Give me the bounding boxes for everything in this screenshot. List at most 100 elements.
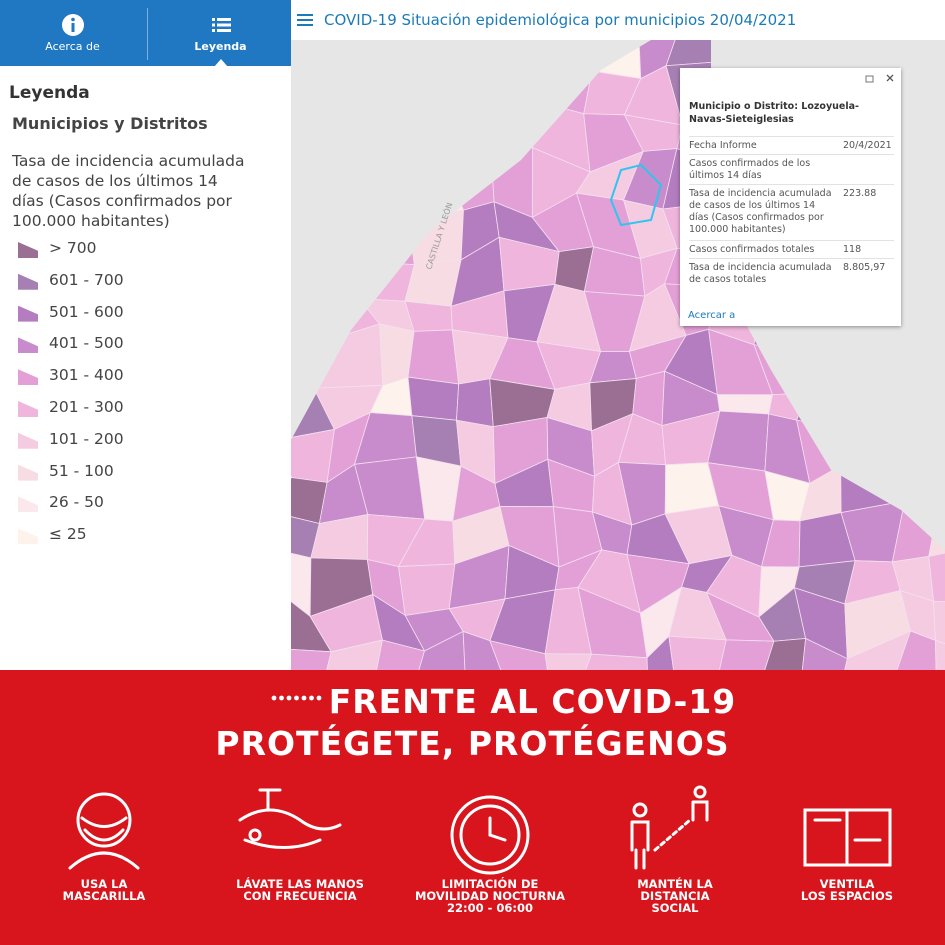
municipality[interactable] [933, 600, 945, 662]
municipality[interactable] [807, 332, 852, 394]
municipality[interactable] [462, 630, 512, 670]
legend-label: 26 - 50 [49, 493, 104, 512]
icon-caption: LIMITACIÓN DE MOVILIDAD NOCTURNA 22:00 - 0… [395, 878, 585, 914]
municipality[interactable] [367, 212, 415, 266]
municipality[interactable] [574, 653, 649, 670]
municipality[interactable] [291, 290, 315, 346]
municipality[interactable] [443, 85, 509, 130]
municipality[interactable] [938, 40, 945, 85]
municipality[interactable] [544, 653, 593, 670]
municipality[interactable] [894, 73, 945, 130]
popup-label: Tasa de incidencia acumulada de casos de… [689, 188, 832, 235]
municipality[interactable] [710, 40, 779, 72]
municipality[interactable] [291, 106, 333, 156]
municipality[interactable] [543, 40, 593, 72]
municipality[interactable] [935, 639, 945, 670]
municipality[interactable] [443, 40, 495, 88]
legend-label: ≤ 25 [49, 525, 87, 544]
legend-swatch [18, 242, 38, 258]
municipality[interactable] [891, 327, 945, 378]
municipality[interactable] [929, 464, 945, 513]
municipality[interactable] [889, 630, 937, 670]
municipality[interactable] [901, 205, 945, 252]
municipality[interactable] [928, 545, 945, 603]
municipality[interactable] [313, 323, 384, 389]
municipality[interactable] [291, 202, 326, 257]
tab-legend[interactable]: Leyenda [148, 0, 293, 67]
municipality[interactable] [291, 40, 327, 70]
municipality[interactable] [883, 409, 932, 466]
popup-label: Tasa de incidencia acumulada de casos to… [689, 262, 832, 285]
municipality[interactable] [840, 430, 912, 467]
municipality[interactable] [358, 40, 410, 83]
municipality[interactable] [845, 327, 910, 378]
municipality[interactable] [319, 639, 383, 670]
municipality[interactable] [908, 373, 934, 439]
municipality[interactable] [800, 637, 848, 670]
legend-swatch [18, 305, 38, 322]
municipality[interactable] [489, 640, 552, 670]
municipality[interactable] [312, 40, 368, 83]
municipality[interactable] [668, 635, 727, 670]
municipality[interactable] [309, 212, 379, 263]
municipality[interactable] [447, 121, 510, 173]
municipality[interactable] [417, 128, 471, 174]
municipality[interactable] [895, 239, 945, 297]
municipality[interactable] [367, 167, 419, 220]
header: COVID-19 Situación epidemiológica por mu… [291, 0, 945, 40]
flag-star [271, 695, 277, 701]
municipality[interactable] [841, 630, 912, 670]
flag-star [286, 695, 292, 701]
municipality[interactable] [448, 147, 495, 211]
municipality[interactable] [361, 125, 425, 174]
municipality[interactable] [310, 255, 379, 300]
municipality[interactable] [325, 68, 363, 127]
municipality[interactable] [588, 40, 642, 80]
municipality[interactable] [760, 638, 807, 670]
municipality[interactable] [398, 563, 456, 616]
menu-icon[interactable] [297, 14, 313, 28]
municipality[interactable] [291, 151, 312, 215]
municipality[interactable] [930, 373, 945, 442]
municipality[interactable] [646, 635, 677, 670]
municipality[interactable] [840, 458, 906, 514]
municipality[interactable] [883, 458, 939, 509]
municipality[interactable] [310, 106, 376, 169]
municipality[interactable] [938, 71, 945, 128]
caption-line: USA LA [80, 877, 128, 891]
caption-line: SOCIAL [651, 901, 699, 915]
municipality[interactable] [931, 235, 945, 287]
legend-swatch [18, 337, 38, 354]
municipality[interactable] [370, 639, 425, 670]
municipality[interactable] [358, 69, 425, 133]
municipality[interactable] [850, 369, 912, 438]
municipality[interactable] [716, 639, 775, 670]
municipality[interactable] [399, 40, 461, 88]
municipality[interactable] [932, 341, 945, 378]
municipality[interactable] [931, 210, 945, 252]
popup-row: Tasa de incidencia acumulada de casos to… [689, 258, 894, 285]
municipality[interactable] [796, 368, 852, 432]
municipality[interactable] [407, 329, 460, 385]
municipality[interactable] [492, 65, 548, 123]
flag-star [309, 695, 314, 701]
municipality[interactable] [928, 507, 945, 557]
legend-label: 101 - 200 [49, 429, 124, 448]
municipality[interactable] [665, 40, 720, 67]
tab-about[interactable]: Acerca de [0, 0, 145, 66]
caption-line: MASCARILLA [62, 889, 146, 903]
municipality[interactable] [291, 647, 332, 670]
popup-controls[interactable] [860, 72, 900, 86]
municipality[interactable] [456, 378, 494, 428]
municipality[interactable] [894, 40, 945, 85]
municipality[interactable] [492, 40, 551, 87]
municipality[interactable] [407, 68, 471, 133]
municipality[interactable] [414, 630, 467, 670]
zoom-link[interactable]: Acercar a [688, 310, 736, 321]
municipality[interactable] [930, 410, 945, 466]
municipality[interactable] [407, 376, 460, 421]
municipality[interactable] [309, 151, 376, 215]
municipality[interactable] [292, 246, 326, 295]
municipality[interactable] [291, 65, 333, 111]
municipality[interactable] [291, 323, 315, 389]
